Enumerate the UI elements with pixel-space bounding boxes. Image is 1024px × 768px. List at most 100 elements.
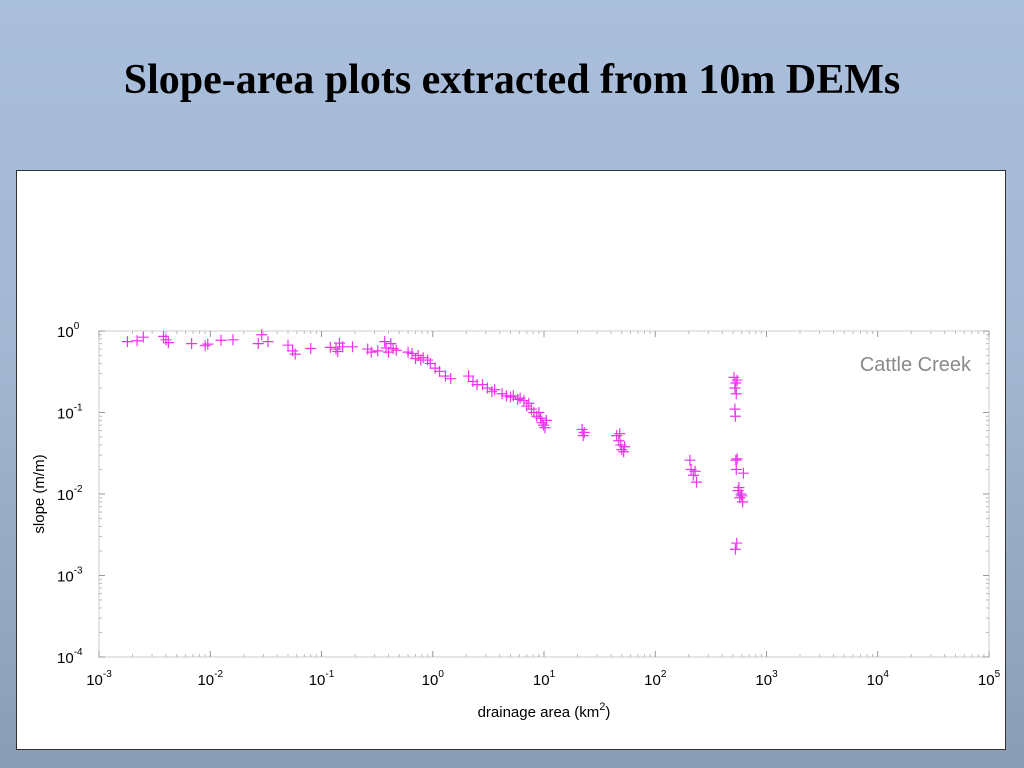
x-tick-label: 103	[755, 669, 778, 689]
data-point	[347, 341, 359, 353]
data-point	[518, 395, 530, 407]
data-point	[616, 444, 628, 456]
y-tick-label: 100	[57, 321, 80, 341]
x-tick-label-base: 10	[978, 672, 995, 689]
data-point	[486, 386, 498, 398]
data-points	[121, 329, 749, 555]
x-tick-label: 104	[867, 669, 890, 689]
x-tick-label-exp: 2	[661, 669, 667, 680]
data-point	[445, 373, 457, 385]
data-point	[523, 397, 535, 409]
x-tick-label: 105	[978, 669, 1001, 689]
data-point	[131, 335, 143, 347]
data-point	[512, 393, 524, 405]
data-point	[287, 345, 299, 357]
x-axis-title-end: )	[605, 704, 610, 721]
x-tick-label-base: 10	[422, 672, 439, 689]
x-tick-label: 100	[422, 669, 445, 689]
x-tick-label-exp: 3	[772, 669, 778, 680]
x-tick-label-base: 10	[867, 672, 884, 689]
x-tick-label: 10-1	[309, 669, 335, 689]
data-point	[439, 370, 451, 382]
data-point	[412, 350, 424, 362]
x-tick-label-base: 10	[533, 672, 550, 689]
data-point	[737, 496, 749, 508]
x-axis-title-main: drainage area (km	[478, 704, 600, 721]
x-tick-label-base: 10	[197, 672, 214, 689]
data-point	[410, 352, 422, 364]
data-point	[533, 407, 545, 418]
data-point	[730, 454, 742, 466]
data-point	[160, 334, 172, 346]
y-tick-label-base: 10	[57, 406, 74, 423]
data-point	[390, 344, 402, 356]
data-point	[540, 414, 552, 426]
y-tick-label: 10-3	[57, 566, 83, 586]
y-tick-label-base: 10	[57, 569, 74, 586]
data-point	[330, 343, 342, 355]
y-tick-label-exp: -2	[74, 484, 83, 495]
data-point	[735, 488, 747, 500]
x-tick-label: 102	[644, 669, 667, 689]
data-point	[282, 339, 294, 351]
data-point	[578, 426, 590, 438]
data-point	[731, 453, 743, 465]
data-point	[539, 422, 551, 434]
plot-area-frame	[98, 330, 990, 658]
x-tick-label: 10-3	[86, 669, 112, 689]
data-point	[505, 391, 517, 403]
data-point	[305, 342, 317, 354]
data-point	[538, 419, 550, 431]
data-point	[733, 482, 745, 494]
slide-title: Slope-area plots extracted from 10m DEMs	[123, 57, 901, 103]
data-point	[337, 341, 349, 353]
y-tick-label-base: 10	[57, 487, 74, 504]
slope-area-chart: 10-3 10-2 10-1 100 101 102 103 104 105 10010-110…	[31, 321, 1001, 721]
x-tick-label-base: 10	[309, 672, 326, 689]
data-point	[227, 334, 239, 346]
x-tick-label-base: 10	[755, 672, 772, 689]
data-point	[162, 337, 174, 349]
data-point	[215, 334, 227, 346]
data-point	[577, 430, 589, 442]
y-tick-label-base: 10	[57, 650, 74, 667]
data-point	[576, 423, 588, 435]
data-point	[137, 331, 149, 343]
x-tick-label-exp: 5	[995, 669, 1001, 680]
data-point	[121, 336, 133, 348]
x-tick-label: 101	[533, 669, 556, 689]
x-tick-label-base: 10	[644, 672, 661, 689]
x-tick-label-exp: -1	[325, 669, 334, 680]
data-point	[737, 467, 749, 479]
data-point	[289, 348, 301, 360]
x-axis-ticks: 10-3 10-2 10-1 100 101 102 103 104 105	[86, 331, 1001, 689]
y-tick-label: 10-1	[57, 403, 83, 423]
x-axis-title: drainage area (km2)	[478, 701, 611, 721]
data-point	[262, 336, 274, 348]
data-point	[731, 537, 743, 549]
data-point	[736, 490, 748, 502]
data-point	[689, 465, 701, 477]
chart-annotation: Cattle Creek	[860, 354, 972, 376]
y-tick-label-base: 10	[57, 324, 74, 341]
data-point	[691, 476, 703, 488]
data-point	[489, 384, 501, 396]
y-tick-label-exp: -1	[74, 403, 83, 414]
data-point	[536, 417, 548, 429]
data-point	[199, 340, 211, 352]
data-point	[619, 441, 631, 453]
y-tick-label: 10-2	[57, 484, 83, 504]
data-point	[424, 357, 436, 369]
x-tick-label-base: 10	[86, 672, 103, 689]
x-tick-label-exp: -2	[214, 669, 223, 680]
data-point	[684, 454, 696, 466]
data-point	[186, 338, 198, 350]
data-point	[372, 345, 384, 357]
y-tick-label-exp: -3	[74, 566, 83, 577]
data-point	[417, 352, 429, 364]
data-point	[365, 346, 377, 358]
data-point	[728, 371, 740, 383]
x-axis-title-sup: 2	[599, 701, 605, 713]
data-point	[730, 463, 742, 475]
